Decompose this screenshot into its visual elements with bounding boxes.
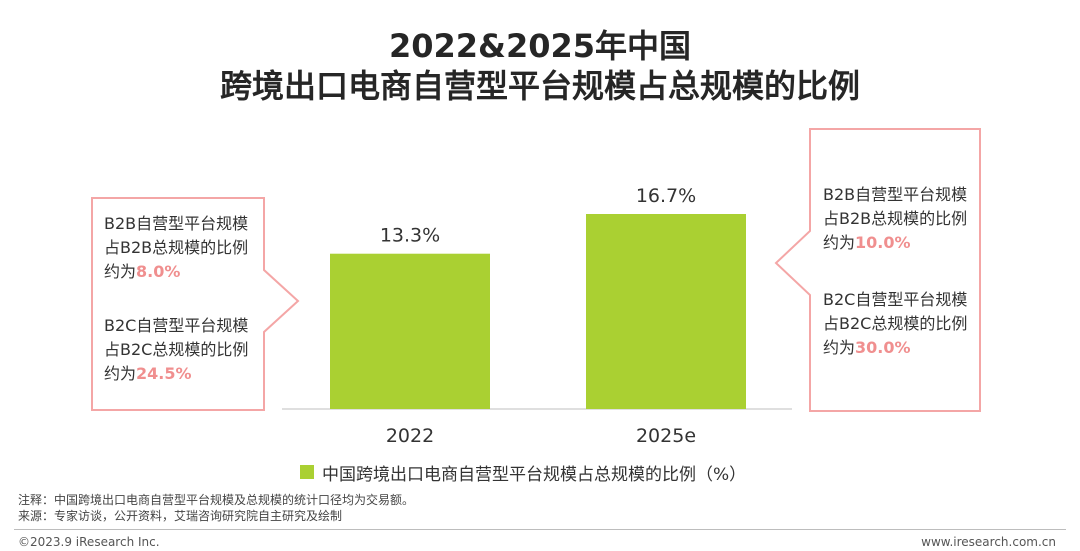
right-b2c-value: 30.0%	[855, 338, 911, 357]
right-b2c-line3: 约为30.0%	[823, 336, 967, 360]
right-b2b-value: 10.0%	[855, 233, 911, 252]
right-b2b-line3: 约为10.0%	[823, 231, 967, 255]
left-b2b-prefix: 约为	[104, 262, 137, 281]
left-b2c-line2: 占B2C总规模的比例	[104, 340, 249, 359]
right-callout-box	[774, 128, 981, 412]
left-b2b-line1: B2B自营型平台规模	[104, 214, 249, 233]
x-tick-label-2022: 2022	[386, 425, 434, 447]
right-callout-b2c: B2C自营型平台规模 占B2C总规模的比例 约为30.0%	[823, 288, 967, 360]
left-callout-b2c: B2C自营型平台规模 占B2C总规模的比例 约为24.5%	[104, 314, 248, 386]
left-b2c-line1: B2C自营型平台规模	[104, 316, 249, 335]
right-b2c-prefix: 约为	[823, 338, 856, 357]
left-b2b-line2: 占B2B总规模的比例	[104, 238, 249, 257]
chart-legend: 中国跨境出口电商自营型平台规模占总规模的比例（%）	[300, 460, 747, 485]
copyright-text: ©2023.9 iResearch Inc.	[18, 535, 160, 549]
left-callout-box	[91, 197, 300, 411]
left-b2b-line3: 约为8.0%	[104, 260, 248, 284]
left-b2c-line3: 约为24.5%	[104, 362, 248, 386]
left-b2c-value: 24.5%	[136, 364, 192, 383]
right-b2c-line1: B2C自营型平台规模	[823, 290, 968, 309]
data-label-2025e: 16.7%	[636, 185, 696, 207]
legend-label: 中国跨境出口电商自营型平台规模占总规模的比例（%）	[322, 464, 747, 485]
right-b2b-line1: B2B自营型平台规模	[823, 185, 968, 204]
right-b2c-line2: 占B2C总规模的比例	[823, 314, 968, 333]
legend-swatch	[300, 465, 314, 479]
footer-divider	[14, 529, 1066, 530]
note-text: 注释：中国跨境出口电商自营型平台规模及总规模的统计口径均为交易额。	[18, 493, 415, 507]
left-b2b-value: 8.0%	[136, 262, 181, 281]
right-b2b-line2: 占B2B总规模的比例	[823, 209, 968, 228]
source-text: 来源：专家访谈，公开资料，艾瑞咨询研究院自主研究及绘制	[18, 509, 343, 523]
bar-2025e	[586, 214, 746, 409]
data-label-2022: 13.3%	[380, 225, 440, 247]
bar-2022	[330, 253, 490, 409]
website-text: www.iresearch.com.cn	[921, 535, 1056, 549]
left-callout-b2b: B2B自营型平台规模 占B2B总规模的比例 约为8.0%	[104, 212, 248, 284]
x-tick-label-2025e: 2025e	[636, 425, 696, 447]
chart-title-line1: 2022&2025年中国	[388, 27, 692, 65]
right-b2b-prefix: 约为	[823, 233, 856, 252]
left-b2c-prefix: 约为	[104, 364, 137, 383]
right-callout-b2b: B2B自营型平台规模 占B2B总规模的比例 约为10.0%	[823, 183, 967, 255]
chart-title-line2: 跨境出口电商自营型平台规模占总规模的比例	[219, 67, 860, 105]
